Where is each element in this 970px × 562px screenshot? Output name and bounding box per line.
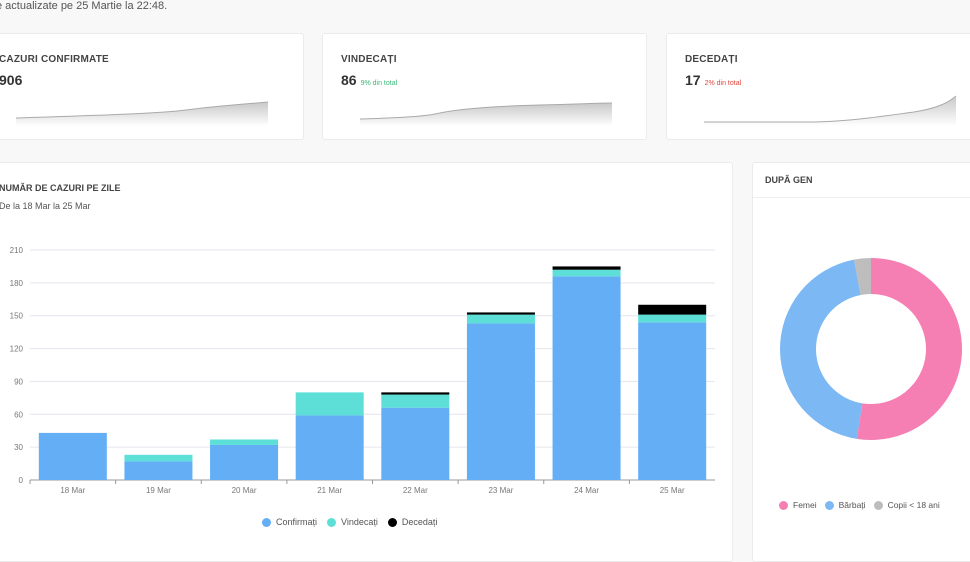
bar-segment-decedați[interactable] bbox=[381, 392, 450, 395]
bar-segment-confirmați[interactable] bbox=[381, 407, 450, 480]
daily-cases-subtitle: De la 18 Mar la 25 Mar bbox=[0, 201, 91, 211]
confirmed-card: CAZURI CONFIRMATE 906 bbox=[0, 33, 304, 140]
x-tick-label: 23 Mar bbox=[488, 486, 513, 495]
bar-segment-confirmați[interactable] bbox=[124, 461, 193, 480]
legend-item[interactable]: Bărbați bbox=[824, 500, 866, 511]
gender-title: DUPĂ GEN bbox=[765, 175, 813, 185]
daily-cases-bar-chart: 0 30 60 90 120 150 180 210 18 Mar 19 Mar 20 Mar 21 … bbox=[10, 246, 715, 495]
y-tick-label: 120 bbox=[10, 345, 24, 354]
last-updated-text: e actualizate pe 25 Martie la 22:48. bbox=[0, 0, 168, 12]
legend-item[interactable]: Decedați bbox=[387, 517, 438, 528]
y-tick-label: 0 bbox=[19, 476, 24, 485]
x-tick-label: 20 Mar bbox=[232, 486, 257, 495]
legend-item[interactable]: Copii < 18 ani bbox=[873, 500, 940, 511]
bar-segment-decedați[interactable] bbox=[466, 312, 535, 315]
card-value: 86 9% din total bbox=[341, 72, 398, 88]
bar-segment-confirmați[interactable] bbox=[466, 323, 535, 480]
bar-segment-vindecați[interactable] bbox=[638, 314, 707, 323]
donut-slice-0[interactable] bbox=[856, 258, 962, 440]
card-title: DECEDAȚI bbox=[685, 54, 738, 65]
bar-segment-vindecați[interactable] bbox=[124, 454, 193, 462]
x-tick-label: 19 Mar bbox=[146, 486, 171, 495]
bar-segment-confirmați[interactable] bbox=[552, 276, 621, 480]
recovered-sparkline bbox=[360, 102, 613, 126]
legend-dot-icon bbox=[327, 518, 337, 528]
card-title: VINDECAȚI bbox=[341, 54, 397, 65]
recovered-card: VINDECAȚI 86 9% din total bbox=[322, 33, 647, 140]
donut-slice-2[interactable] bbox=[853, 258, 871, 295]
bar-segment-vindecați[interactable] bbox=[381, 394, 450, 408]
card-value: 906 bbox=[0, 72, 23, 88]
gender-legend: Femei Bărbați Copii < 18 ani bbox=[779, 500, 940, 511]
daily-cases-title: NUMĂR DE CAZURI PE ZILE bbox=[0, 183, 121, 193]
y-tick-label: 150 bbox=[10, 312, 24, 321]
bar-segment-confirmați[interactable] bbox=[210, 444, 279, 480]
bar-segment-vindecați[interactable] bbox=[552, 269, 621, 277]
legend-dot-icon bbox=[824, 501, 834, 511]
y-tick-label: 180 bbox=[10, 279, 24, 288]
legend-label: Femei bbox=[793, 500, 817, 510]
legend-label: Decedați bbox=[401, 517, 438, 527]
bar-segment-decedați[interactable] bbox=[552, 266, 621, 270]
legend-dot-icon bbox=[262, 518, 271, 528]
legend-item[interactable]: Vindecați bbox=[327, 517, 378, 528]
x-tick-label: 25 Mar bbox=[660, 486, 685, 495]
y-tick-label: 90 bbox=[14, 377, 23, 386]
x-tick-label: 18 Mar bbox=[60, 486, 85, 495]
deceased-card: DECEDAȚI 17 2% din total bbox=[666, 33, 970, 140]
bar-segment-confirmați[interactable] bbox=[638, 322, 707, 480]
legend-dot-icon bbox=[387, 518, 397, 528]
bar-segment-vindecați[interactable] bbox=[295, 392, 364, 416]
legend-dot-icon bbox=[779, 501, 788, 511]
bar-segment-vindecați[interactable] bbox=[210, 439, 279, 445]
y-tick-label: 30 bbox=[14, 443, 23, 452]
card-title: CAZURI CONFIRMATE bbox=[0, 54, 109, 65]
legend-dot-icon bbox=[873, 501, 883, 511]
legend-label: Bărbați bbox=[838, 500, 866, 510]
x-tick-label: 22 Mar bbox=[403, 486, 428, 495]
y-tick-label: 60 bbox=[14, 410, 23, 419]
legend-item[interactable]: Confirmați bbox=[262, 517, 318, 528]
y-tick-label: 210 bbox=[10, 246, 24, 255]
bar-segment-vindecați[interactable] bbox=[466, 314, 535, 324]
card-percent: 9% din total bbox=[360, 80, 398, 87]
divider bbox=[753, 197, 970, 198]
legend-label: Vindecați bbox=[341, 517, 378, 527]
bar-chart-legend: Confirmați Vindecați Decedați bbox=[262, 517, 438, 528]
legend-label: Copii < 18 ani bbox=[887, 500, 940, 510]
deceased-sparkline bbox=[704, 95, 957, 126]
bar-segment-confirmați[interactable] bbox=[295, 415, 364, 480]
bar-segment-confirmați[interactable] bbox=[38, 432, 107, 480]
x-tick-label: 21 Mar bbox=[317, 486, 342, 495]
card-percent: 2% din total bbox=[704, 80, 742, 87]
gender-donut-chart bbox=[780, 258, 962, 440]
donut-slice-1[interactable] bbox=[780, 259, 863, 439]
legend-item[interactable]: Femei bbox=[779, 500, 817, 511]
confirmed-sparkline bbox=[16, 101, 269, 126]
card-value: 17 2% din total bbox=[685, 72, 742, 88]
legend-label: Confirmați bbox=[276, 517, 318, 527]
bar-segment-decedați[interactable] bbox=[638, 304, 707, 315]
x-tick-label: 24 Mar bbox=[574, 486, 599, 495]
